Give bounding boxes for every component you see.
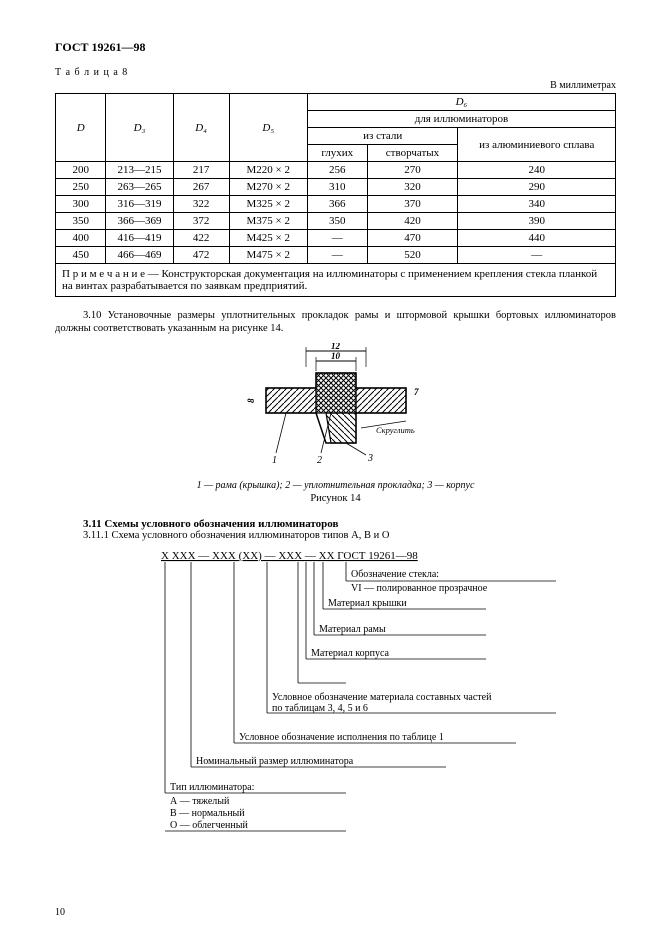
table-row: 300316—319322М325 × 2366370340 xyxy=(56,196,616,213)
table-cell: 400 xyxy=(56,230,106,247)
table-cell: 450 xyxy=(56,247,106,264)
table-cell: 366—369 xyxy=(106,213,173,230)
table-cell: 322 xyxy=(173,196,229,213)
col-D3: D₃ xyxy=(106,94,173,162)
table-cell: М425 × 2 xyxy=(229,230,307,247)
section-3-10: 3.10 Установочные размеры уплотнительных… xyxy=(55,309,616,335)
svg-text:В — нормальный: В — нормальный xyxy=(170,808,245,819)
col-D5: D₅ xyxy=(229,94,307,162)
table-cell: 420 xyxy=(367,213,458,230)
table-cell: 263—265 xyxy=(106,179,173,196)
table-label: Т а б л и ц а 8 xyxy=(55,67,616,78)
svg-text:10: 10 xyxy=(331,351,341,361)
table-cell: 320 xyxy=(367,179,458,196)
table-cell: 256 xyxy=(307,162,367,179)
table-note: П р и м е ч а н и е — Конструкторская до… xyxy=(56,264,616,297)
svg-text:Тип иллюминатора:: Тип иллюминатора: xyxy=(170,782,254,793)
section-3-11-1: 3.11.1 Схема условного обозначения иллюм… xyxy=(55,530,616,541)
table-cell: 267 xyxy=(173,179,229,196)
table-cell: 310 xyxy=(307,179,367,196)
svg-text:Условное обозначение исполнени: Условное обозначение исполнения по табли… xyxy=(239,732,444,743)
col-D4: D₄ xyxy=(173,94,229,162)
units-label: В миллиметрах xyxy=(55,80,616,91)
table-cell: 422 xyxy=(173,230,229,247)
table-cell: 472 xyxy=(173,247,229,264)
table-cell: 520 xyxy=(367,247,458,264)
svg-text:Обозначение стекла:: Обозначение стекла: xyxy=(351,569,439,580)
svg-text:Материал рамы: Материал рамы xyxy=(319,624,386,635)
figure-caption: 1 — рама (крышка); 2 — уплотнительная пр… xyxy=(55,480,616,491)
svg-text:Скруглить: Скруглить xyxy=(376,425,415,435)
svg-text:3: 3 xyxy=(367,453,373,464)
table-cell: М325 × 2 xyxy=(229,196,307,213)
page-number: 10 xyxy=(55,907,65,918)
table-cell: 200 xyxy=(56,162,106,179)
col-blind: глухих xyxy=(307,145,367,162)
svg-text:Материал корпуса: Материал корпуса xyxy=(311,648,390,659)
table-cell: 466—469 xyxy=(106,247,173,264)
table-cell: 416—419 xyxy=(106,230,173,247)
figure-label: Рисунок 14 xyxy=(55,493,616,504)
table-row: 450466—469472М475 × 2—520— xyxy=(56,247,616,264)
table-row: 400416—419422М425 × 2—470440 xyxy=(56,230,616,247)
table-cell: М375 × 2 xyxy=(229,213,307,230)
svg-text:2: 2 xyxy=(317,455,322,466)
col-steel: из стали xyxy=(307,128,458,145)
table-cell: — xyxy=(307,247,367,264)
svg-text:Материал крышки: Материал крышки xyxy=(328,598,407,609)
table-cell: М220 × 2 xyxy=(229,162,307,179)
table-cell: 240 xyxy=(458,162,616,179)
col-alum: из алюминиевого сплава xyxy=(458,128,616,162)
svg-text:по таблицам 3, 4, 5 и 6: по таблицам 3, 4, 5 и 6 xyxy=(272,703,368,714)
table-row: 350366—369372М375 × 2350420390 xyxy=(56,213,616,230)
svg-text:8: 8 xyxy=(246,398,256,403)
table-cell: 372 xyxy=(173,213,229,230)
svg-text:О — облегченный: О — облегченный xyxy=(170,820,248,831)
col-D: D xyxy=(56,94,106,162)
svg-text:X XXX — XXX (XX) — XXX — XX: X XXX — XXX (XX) — XXX — XX ГОСТ 19261—9… xyxy=(161,550,418,562)
table-cell: М475 × 2 xyxy=(229,247,307,264)
table-cell: 250 xyxy=(56,179,106,196)
table-cell: 217 xyxy=(173,162,229,179)
table-cell: 290 xyxy=(458,179,616,196)
table-cell: 390 xyxy=(458,213,616,230)
svg-text:1: 1 xyxy=(272,455,277,466)
table-cell: 340 xyxy=(458,196,616,213)
table-cell: 370 xyxy=(367,196,458,213)
svg-text:12: 12 xyxy=(331,343,341,351)
table-cell: 350 xyxy=(307,213,367,230)
svg-text:7: 7 xyxy=(414,387,419,397)
svg-text:VI — полированное прозрачное: VI — полированное прозрачное xyxy=(351,583,488,594)
col-D6: D₆ xyxy=(307,94,615,111)
section-3-11-title: 3.11 Схемы условного обозначения иллюмин… xyxy=(55,518,616,530)
table-cell: 300 xyxy=(56,196,106,213)
table-cell: — xyxy=(307,230,367,247)
table-cell: 213—215 xyxy=(106,162,173,179)
table-cell: 270 xyxy=(367,162,458,179)
table-cell: 316—319 xyxy=(106,196,173,213)
col-for-port: для иллюминаторов xyxy=(307,111,615,128)
col-hinged: створчатых xyxy=(367,145,458,162)
table-cell: 440 xyxy=(458,230,616,247)
dimensions-table: D D₃ D₄ D₅ D₆ для иллюминаторов из стали… xyxy=(55,93,616,297)
svg-text:Условное обозначение материала: Условное обозначение материала составных… xyxy=(272,692,492,703)
doc-header: ГОСТ 19261—98 xyxy=(55,40,616,55)
table-cell: М270 × 2 xyxy=(229,179,307,196)
table-cell: 366 xyxy=(307,196,367,213)
table-row: 200213—215217М220 × 2256270240 xyxy=(56,162,616,179)
table-cell: 470 xyxy=(367,230,458,247)
table-cell: — xyxy=(458,247,616,264)
svg-text:А — тяжелый: А — тяжелый xyxy=(170,796,230,807)
figure-14: 12 10 xyxy=(55,343,616,504)
designation-scheme: X XXX — XXX (XX) — XXX — XX ГОСТ 19261—9… xyxy=(55,545,616,845)
table-cell: 350 xyxy=(56,213,106,230)
svg-text:Номинальный размер иллюминатор: Номинальный размер иллюминатора xyxy=(196,756,354,767)
table-row: 250263—265267М270 × 2310320290 xyxy=(56,179,616,196)
